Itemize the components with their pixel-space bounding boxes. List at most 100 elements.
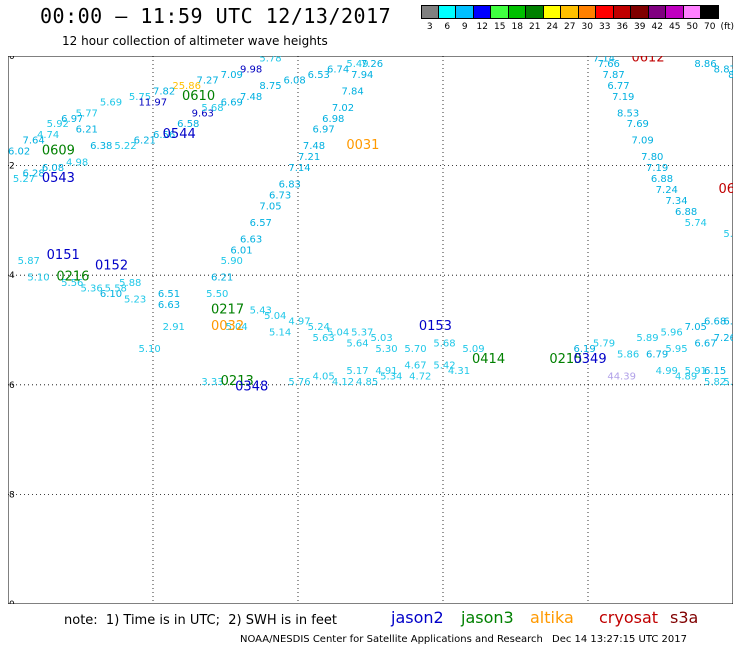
wave-height-reading: 8.87: [714, 64, 733, 75]
pass-time-label: 0217: [211, 303, 244, 318]
color-swatch: [596, 5, 614, 19]
wave-height-reading: 5.37: [351, 327, 373, 338]
wave-height-reading: 6.79: [646, 349, 668, 360]
wave-height-reading: 8.75: [259, 81, 281, 92]
wave-height-reading: 8.53: [617, 108, 639, 119]
wave-height-reading: 6.21: [76, 125, 98, 136]
color-scale-label: 30: [581, 22, 593, 32]
pass-time-label: 0348: [235, 379, 268, 394]
color-scale-label: 42: [651, 22, 663, 32]
wave-height-reading: 5.10: [27, 273, 49, 284]
color-swatch: [473, 5, 491, 19]
wave-height-reading: 4.72: [409, 371, 431, 382]
wave-height-reading: 5.76: [288, 377, 310, 388]
wave-height-reading: 5.77: [76, 108, 98, 119]
wave-height-reading: 9.98: [240, 64, 262, 75]
color-scale-label: 3: [426, 22, 433, 32]
wave-height-reading: 5.43: [250, 306, 272, 317]
pass-time-label: 0152: [95, 259, 128, 274]
wave-height-reading: 6.97: [61, 114, 83, 125]
wave-height-reading: 7.80: [641, 152, 663, 163]
wave-height-reading: 5.04: [327, 327, 349, 338]
wave-height-reading: 7.19: [646, 163, 668, 174]
wave-height-reading: 6.67: [694, 338, 716, 349]
pass-time-label: 0213: [221, 374, 254, 389]
wave-height-reading: 8.86: [694, 59, 716, 70]
wave-height-reading: 5.87: [18, 256, 40, 267]
wave-height-reading: 7.66: [598, 59, 620, 70]
wave-height-reading: 6.15: [704, 366, 726, 377]
wave-height-reading: 4.05: [313, 371, 335, 382]
wave-height-reading: 6.10: [100, 289, 122, 300]
pass-time-label: 0215: [549, 352, 582, 367]
color-swatch: [456, 5, 474, 19]
pass-time-label: 0151: [47, 248, 80, 263]
wave-height-reading: 4.99: [656, 366, 678, 377]
wave-height-reading: 7.24: [656, 185, 678, 196]
wave-height-reading: 44.39: [607, 371, 636, 382]
color-swatch: [438, 5, 456, 19]
wave-height-map[interactable]: -120-117-114-111-108-105-60-62-64-66-68-…: [8, 56, 733, 604]
wave-height-reading: 8.59: [728, 70, 733, 81]
wave-height-reading: 5.78: [723, 377, 733, 388]
color-scale-label: 33: [599, 22, 611, 32]
wave-height-reading: 4.31: [448, 366, 470, 377]
color-scale-label: 45: [669, 22, 681, 32]
wave-height-reading: 5.63: [313, 333, 335, 344]
wave-height-reading: 5.49: [346, 59, 368, 70]
wave-height-reading: 4.12: [332, 377, 354, 388]
wave-height-reading: 5.75: [129, 92, 151, 103]
pass-time-label: 0021: [709, 56, 733, 60]
wave-height-reading: 6.88: [651, 174, 673, 185]
wave-height-reading: 5.79: [593, 338, 615, 349]
wave-height-reading: 7.94: [351, 70, 373, 81]
pass-time-label: 0612: [632, 56, 665, 65]
color-swatch: [666, 5, 684, 19]
wave-height-reading: 4.97: [288, 317, 310, 328]
pass-time-label: 0414: [472, 352, 505, 367]
wave-height-reading: 5.76: [723, 229, 733, 240]
wave-height-reading: 6.63: [240, 234, 262, 245]
wave-height-reading: 7.34: [665, 196, 687, 207]
wave-height-reading: 7.26: [361, 59, 383, 70]
wave-height-reading: 9.02: [371, 56, 393, 59]
wave-height-reading: 6.98: [322, 114, 344, 125]
color-swatch: [526, 5, 544, 19]
pass-time-label: 0031: [346, 138, 379, 153]
wave-height-reading: 6.58: [177, 119, 199, 130]
map-subtitle: 12 hour collection of altimeter wave hei…: [62, 34, 328, 48]
wave-height-reading: 3.33: [201, 377, 223, 388]
color-scale-label: 21: [529, 22, 541, 32]
wave-height-reading: 2.91: [163, 322, 185, 333]
color-scale-label: 70: [704, 22, 716, 32]
color-scale-label: 39: [634, 22, 646, 32]
wave-height-reading: 7.09: [632, 136, 654, 147]
wave-height-reading: 5.82: [704, 377, 726, 388]
color-scale-label: 36: [616, 22, 628, 32]
wave-height-reading: 7.14: [593, 56, 615, 64]
wave-height-reading: 7.05: [685, 322, 707, 333]
credit-line: NOAA/NESDIS Center for Satellite Applica…: [240, 634, 543, 645]
wave-height-reading: 5.56: [61, 278, 83, 289]
color-scale-label: 24: [546, 22, 558, 32]
wave-height-reading: 7.84: [342, 86, 364, 97]
legend-item-s3a: s3a: [670, 608, 699, 627]
wave-height-reading: 5.69: [100, 97, 122, 108]
wave-height-reading: 7.09: [221, 70, 243, 81]
wave-height-reading: 5.42: [433, 360, 455, 371]
wave-height-reading: 7.82: [153, 86, 175, 97]
wave-height-reading: 6.01: [230, 245, 252, 256]
color-scale-label: 9: [461, 22, 468, 32]
wave-height-reading: 5.70: [404, 344, 426, 355]
color-scale-unit: (ft): [720, 22, 735, 32]
latitude-tick-label: -66: [8, 381, 15, 391]
legend-item-jason2: jason2: [391, 608, 444, 627]
legend-item-jason3: jason3: [461, 608, 514, 627]
wave-height-reading: 5.34: [380, 371, 402, 382]
pass-time-label: 0544: [163, 127, 196, 142]
wave-height-reading: 6.08: [284, 75, 306, 86]
pass-time-label: 0216: [56, 270, 89, 285]
wave-height-reading: 6.63: [158, 300, 180, 311]
wave-height-reading: 8.88: [680, 56, 702, 59]
wave-height-reading: 5.90: [221, 256, 243, 267]
